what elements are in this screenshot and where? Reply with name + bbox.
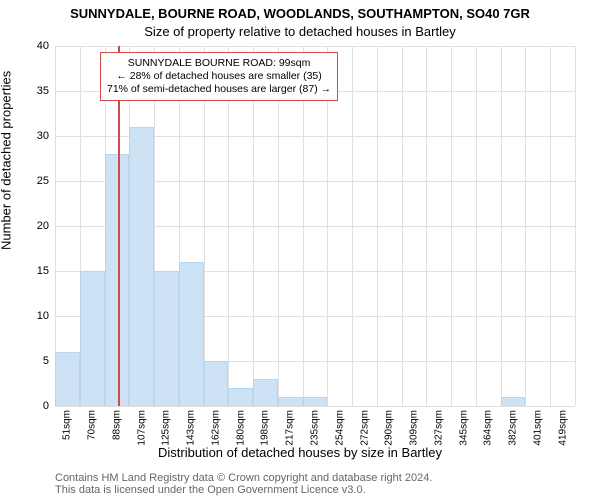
- histogram-bar: [204, 361, 229, 406]
- histogram-bar: [278, 397, 303, 406]
- annotation-line: SUNNYDALE BOURNE ROAD: 99sqm: [107, 57, 331, 70]
- x-tick-label: 419sqm: [557, 406, 568, 446]
- gridline-v: [476, 46, 477, 406]
- histogram-bar: [129, 127, 154, 406]
- x-tick-label: 217sqm: [285, 406, 296, 446]
- gridline-h: [55, 46, 575, 47]
- gridline-v: [550, 46, 551, 406]
- x-tick-label: 107sqm: [136, 406, 147, 446]
- x-tick-label: 401sqm: [532, 406, 543, 446]
- x-tick-label: 235sqm: [310, 406, 321, 446]
- x-tick-label: 198sqm: [260, 406, 271, 446]
- y-tick-label: 0: [43, 400, 55, 412]
- y-tick-label: 25: [37, 175, 55, 187]
- gridline-v: [426, 46, 427, 406]
- histogram-bar: [253, 379, 278, 406]
- x-tick-label: 88sqm: [111, 406, 122, 440]
- gridline-v: [451, 46, 452, 406]
- plot-area: 051015202530354051sqm70sqm88sqm107sqm125…: [55, 46, 575, 406]
- x-tick-label: 51sqm: [62, 406, 73, 440]
- histogram-bar: [55, 352, 80, 406]
- x-tick-label: 254sqm: [334, 406, 345, 446]
- y-tick-label: 20: [37, 220, 55, 232]
- chart-title-line1: SUNNYDALE, BOURNE ROAD, WOODLANDS, SOUTH…: [0, 6, 600, 21]
- y-axis-label: Number of detached properties: [0, 71, 14, 250]
- gridline-v: [525, 46, 526, 406]
- x-tick-label: 162sqm: [210, 406, 221, 446]
- y-tick-label: 10: [37, 310, 55, 322]
- y-tick-label: 30: [37, 130, 55, 142]
- annotation-line: 71% of semi-detached houses are larger (…: [107, 83, 331, 96]
- gridline-v: [402, 46, 403, 406]
- x-tick-label: 382sqm: [508, 406, 519, 446]
- x-tick-label: 290sqm: [384, 406, 395, 446]
- histogram-bar: [80, 271, 105, 406]
- x-tick-label: 364sqm: [483, 406, 494, 446]
- gridline-v: [575, 46, 576, 406]
- histogram-bar: [154, 271, 179, 406]
- histogram-bar: [179, 262, 204, 406]
- x-tick-label: 272sqm: [359, 406, 370, 446]
- x-tick-label: 180sqm: [235, 406, 246, 446]
- chart-title-line2: Size of property relative to detached ho…: [0, 24, 600, 39]
- y-tick-label: 35: [37, 85, 55, 97]
- gridline-v: [501, 46, 502, 406]
- x-tick-label: 125sqm: [161, 406, 172, 446]
- y-tick-label: 40: [37, 40, 55, 52]
- histogram-bar: [105, 154, 130, 406]
- y-tick-label: 15: [37, 265, 55, 277]
- annotation-box: SUNNYDALE BOURNE ROAD: 99sqm← 28% of det…: [100, 52, 338, 101]
- x-tick-label: 70sqm: [87, 406, 98, 440]
- x-tick-label: 327sqm: [433, 406, 444, 446]
- x-axis-label: Distribution of detached houses by size …: [0, 445, 600, 460]
- chart-container: SUNNYDALE, BOURNE ROAD, WOODLANDS, SOUTH…: [0, 0, 600, 500]
- x-tick-label: 143sqm: [186, 406, 197, 446]
- gridline-v: [377, 46, 378, 406]
- gridline-v: [352, 46, 353, 406]
- histogram-bar: [501, 397, 526, 406]
- x-tick-label: 309sqm: [409, 406, 420, 446]
- histogram-bar: [228, 388, 253, 406]
- x-tick-label: 345sqm: [458, 406, 469, 446]
- credit-text: Contains HM Land Registry data © Crown c…: [55, 472, 432, 496]
- histogram-bar: [303, 397, 328, 406]
- annotation-line: ← 28% of detached houses are smaller (35…: [107, 70, 331, 83]
- y-tick-label: 5: [43, 355, 55, 367]
